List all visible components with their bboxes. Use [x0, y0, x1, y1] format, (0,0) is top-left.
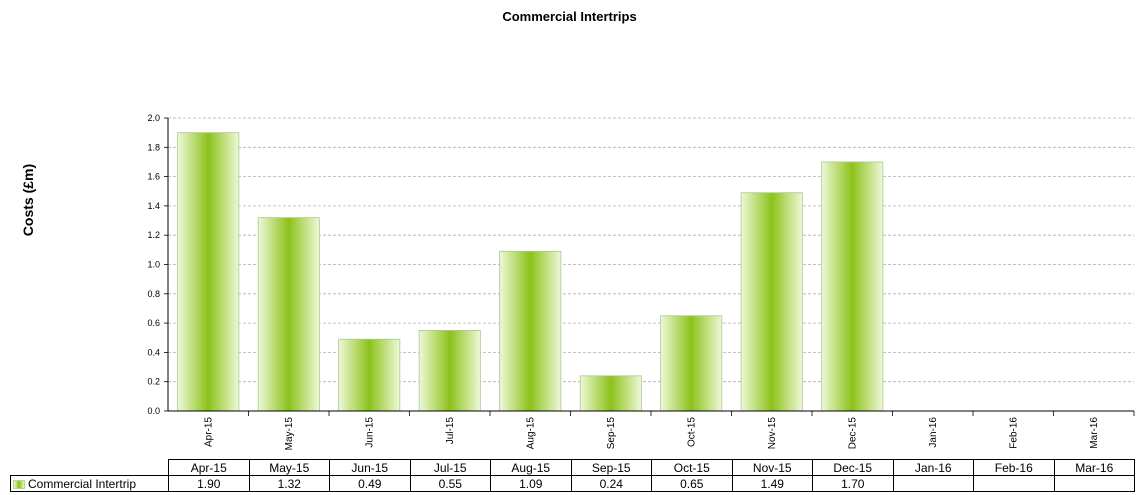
data-table-value-cell: 0.65: [651, 475, 733, 492]
data-table-value-cell: 0.55: [409, 475, 491, 492]
y-tick-label: 1.2: [147, 230, 160, 240]
bar: [257, 217, 320, 412]
y-tick-label: 0.4: [147, 347, 160, 357]
data-table-value-cell: 1.49: [731, 475, 813, 492]
x-category-label: Aug-15: [525, 417, 536, 450]
x-category-label: Oct-15: [686, 417, 697, 447]
y-tick-label: 0.0: [147, 406, 160, 416]
data-table-header-cell: Dec-15: [812, 459, 894, 476]
x-category-label: Nov-15: [767, 417, 778, 450]
x-category-label: Sep-15: [606, 417, 617, 450]
bar: [177, 132, 240, 412]
y-tick-label: 0.8: [147, 289, 160, 299]
data-table-series-name: Commercial Intertrip: [10, 475, 169, 492]
x-category-label: Jun-15: [364, 417, 375, 448]
bar: [740, 192, 803, 412]
bar: [821, 161, 884, 412]
chart-title: Commercial Intertrips: [502, 9, 637, 24]
data-table: Apr-15 May-15 Jun-15 Jul-15 Aug-15 Sep-15 Oct-…: [10, 459, 1135, 492]
data-table-header-cell: Apr-15: [168, 459, 250, 476]
y-tick-label: 1.4: [147, 201, 160, 211]
y-tick-label: 0.6: [147, 318, 160, 328]
data-table-value-cell: [973, 475, 1055, 492]
y-tick-label: 1.0: [147, 260, 160, 270]
bar-chart-svg: 0.0 0.2 0.4 0.6 0.8 1.0 1.2 1.4 1.6 1.8 2.0 Apr-15…: [147, 113, 1135, 451]
series-name-label: Commercial Intertrip: [28, 476, 137, 491]
data-table-header-cell: Sep-15: [570, 459, 652, 476]
data-table-value-cell: 0.24: [570, 475, 652, 492]
y-tick-label: 2.0: [147, 113, 160, 123]
axes: [167, 118, 1134, 412]
data-table-header-cell: Oct-15: [651, 459, 733, 476]
data-table-corner: [11, 460, 169, 476]
data-table-value-cell: 1.70: [812, 475, 894, 492]
x-category-label: Jul-15: [445, 417, 456, 445]
data-table-value-cell: [1053, 475, 1135, 492]
data-table-value-cell: 1.09: [490, 475, 572, 492]
gridlines: [164, 117, 1134, 412]
data-table-header-cell: Nov-15: [731, 459, 813, 476]
data-table-value-cell: [892, 475, 974, 492]
x-category-label: May-15: [284, 417, 295, 451]
x-category-label: Dec-15: [847, 417, 858, 450]
legend-swatch: [13, 479, 25, 489]
y-tick-labels: 0.0 0.2 0.4 0.6 0.8 1.0 1.2 1.4 1.6 1.8 2.0: [147, 113, 160, 416]
x-category-label: Mar-16: [1089, 417, 1100, 449]
x-category-label: Jan-16: [928, 417, 939, 448]
data-table-header-cell: Jul-15: [409, 459, 491, 476]
x-category-label: Apr-15: [203, 417, 214, 447]
y-tick-label: 1.8: [147, 142, 160, 152]
data-table-header-row: Apr-15 May-15 Jun-15 Jul-15 Aug-15 Sep-15 Oct-…: [11, 459, 1135, 476]
data-table-header-cell: Jun-15: [329, 459, 411, 476]
bar: [499, 250, 562, 412]
x-category-labels: Apr-15 May-15 Jun-15 Jul-15 Aug-15 Sep-15 Oct-…: [203, 417, 1100, 451]
data-table-header-cell: Jan-16: [892, 459, 974, 476]
y-tick-label: 1.6: [147, 172, 160, 182]
bar: [338, 338, 401, 412]
data-table-series-row: Commercial Intertrip 1.90 1.32 0.49 0.55 1.0…: [10, 475, 1135, 492]
data-table-header-cell: Aug-15: [490, 459, 572, 476]
data-table-header-cell: Mar-16: [1053, 459, 1135, 476]
data-table-value-cell: 1.32: [248, 475, 330, 492]
bar: [660, 315, 723, 412]
bar: [579, 375, 642, 412]
data-table-value-cell: 0.49: [329, 475, 411, 492]
x-category-label: Feb-16: [1008, 417, 1019, 449]
bars: [177, 132, 1135, 416]
data-table-header-cell: Feb-16: [973, 459, 1055, 476]
data-table-header-cell: May-15: [248, 459, 330, 476]
bar: [418, 330, 481, 412]
y-tick-label: 0.2: [147, 377, 160, 387]
data-table-value-cell: 1.90: [168, 475, 250, 492]
